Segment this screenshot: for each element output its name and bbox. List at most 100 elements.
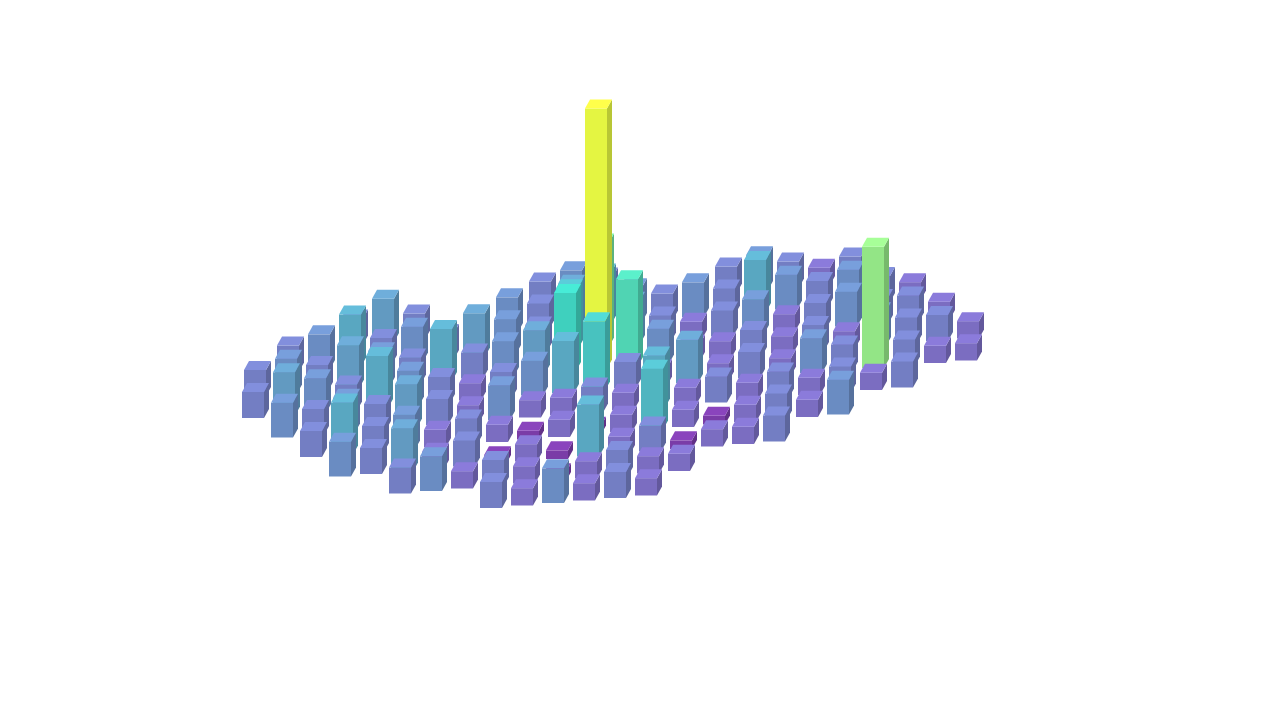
column-top xyxy=(492,332,519,341)
column-top xyxy=(769,349,796,358)
column-front xyxy=(486,425,508,442)
column xyxy=(835,283,862,327)
column-top xyxy=(548,411,575,420)
column-top xyxy=(306,356,333,365)
column-front xyxy=(360,448,382,474)
column-top xyxy=(707,354,734,363)
column-front xyxy=(862,247,884,368)
column-front xyxy=(271,403,293,438)
column-front xyxy=(955,343,977,360)
column-top xyxy=(463,304,490,313)
column-top xyxy=(835,283,862,292)
column xyxy=(800,329,827,373)
column-top xyxy=(668,445,695,454)
column-top xyxy=(242,383,269,392)
column-top xyxy=(304,369,331,378)
column-top xyxy=(895,309,922,318)
column-top xyxy=(833,322,860,331)
column-top xyxy=(575,452,602,461)
column-front xyxy=(891,362,913,388)
column-top xyxy=(651,285,678,294)
column-top xyxy=(554,284,581,293)
column-front xyxy=(676,340,698,383)
column-top xyxy=(839,248,866,257)
column-top xyxy=(641,360,668,369)
column-top xyxy=(430,320,457,329)
column xyxy=(488,376,515,420)
column-top xyxy=(552,332,579,341)
column-top xyxy=(670,431,697,440)
column xyxy=(426,390,453,425)
column xyxy=(705,368,732,403)
column-top xyxy=(389,459,416,468)
column-top xyxy=(703,407,730,416)
column xyxy=(738,343,765,378)
column-top xyxy=(744,251,771,260)
column-front xyxy=(546,450,568,459)
column-top xyxy=(560,261,587,270)
column-top xyxy=(713,280,740,289)
column-top xyxy=(308,325,335,334)
column xyxy=(389,459,416,494)
column-front xyxy=(451,471,473,488)
column-front xyxy=(488,385,510,420)
column-top xyxy=(928,293,955,302)
columns xyxy=(242,100,984,509)
column-top xyxy=(337,336,364,345)
column-top xyxy=(897,287,924,296)
column-top xyxy=(763,407,790,416)
column-top xyxy=(860,364,887,373)
column xyxy=(616,270,643,366)
column-front xyxy=(577,405,599,457)
column-top xyxy=(649,307,676,316)
column xyxy=(300,422,327,457)
column-front xyxy=(835,292,857,327)
column xyxy=(521,352,548,396)
column-top xyxy=(393,406,420,415)
column xyxy=(827,371,854,415)
column xyxy=(542,459,569,503)
column-top xyxy=(496,288,523,297)
column xyxy=(775,266,802,310)
column-top xyxy=(891,353,918,362)
column-top xyxy=(300,422,327,431)
column-front xyxy=(732,427,754,444)
column-front xyxy=(800,338,822,373)
column-top xyxy=(391,419,418,428)
column-top xyxy=(482,451,509,460)
column-side xyxy=(599,396,604,457)
column-top xyxy=(490,363,517,372)
column-front xyxy=(827,380,849,415)
column-top xyxy=(339,306,366,315)
column-top xyxy=(480,473,507,482)
column-top xyxy=(614,353,641,362)
column xyxy=(271,394,298,438)
column xyxy=(924,337,951,363)
column xyxy=(511,479,538,505)
column-top xyxy=(715,258,742,267)
column-front xyxy=(519,400,541,417)
column-top xyxy=(957,312,984,321)
column-top xyxy=(577,396,604,405)
column-top xyxy=(635,469,662,478)
column-top xyxy=(798,369,825,378)
column-top xyxy=(302,400,329,409)
column-top xyxy=(639,417,666,426)
column xyxy=(711,302,738,337)
column xyxy=(732,418,759,444)
column xyxy=(955,334,982,360)
column-top xyxy=(275,350,302,359)
column-top xyxy=(335,376,362,385)
column-top xyxy=(924,337,951,346)
column-top xyxy=(370,329,397,338)
column-top xyxy=(459,374,486,383)
column-top xyxy=(581,378,608,387)
column-front xyxy=(329,442,351,477)
column-top xyxy=(732,418,759,427)
column-top xyxy=(899,273,926,282)
column-top xyxy=(527,295,554,304)
column xyxy=(604,463,631,498)
column-top xyxy=(643,347,670,356)
column-front xyxy=(635,478,657,495)
column-top xyxy=(542,459,569,468)
